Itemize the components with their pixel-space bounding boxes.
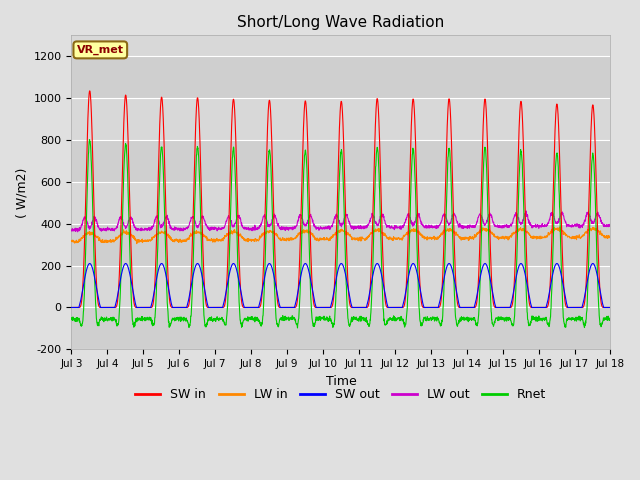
Text: VR_met: VR_met (77, 45, 124, 55)
Bar (72, 140, 611, 182)
Bar (72, 308, 611, 349)
Bar (72, 224, 611, 265)
Legend: SW in, LW in, SW out, LW out, Rnet: SW in, LW in, SW out, LW out, Rnet (131, 383, 552, 406)
Title: Short/Long Wave Radiation: Short/Long Wave Radiation (237, 15, 445, 30)
X-axis label: Time: Time (326, 374, 356, 388)
Bar (72, 56, 611, 98)
Y-axis label: ( W/m2): ( W/m2) (15, 167, 28, 217)
